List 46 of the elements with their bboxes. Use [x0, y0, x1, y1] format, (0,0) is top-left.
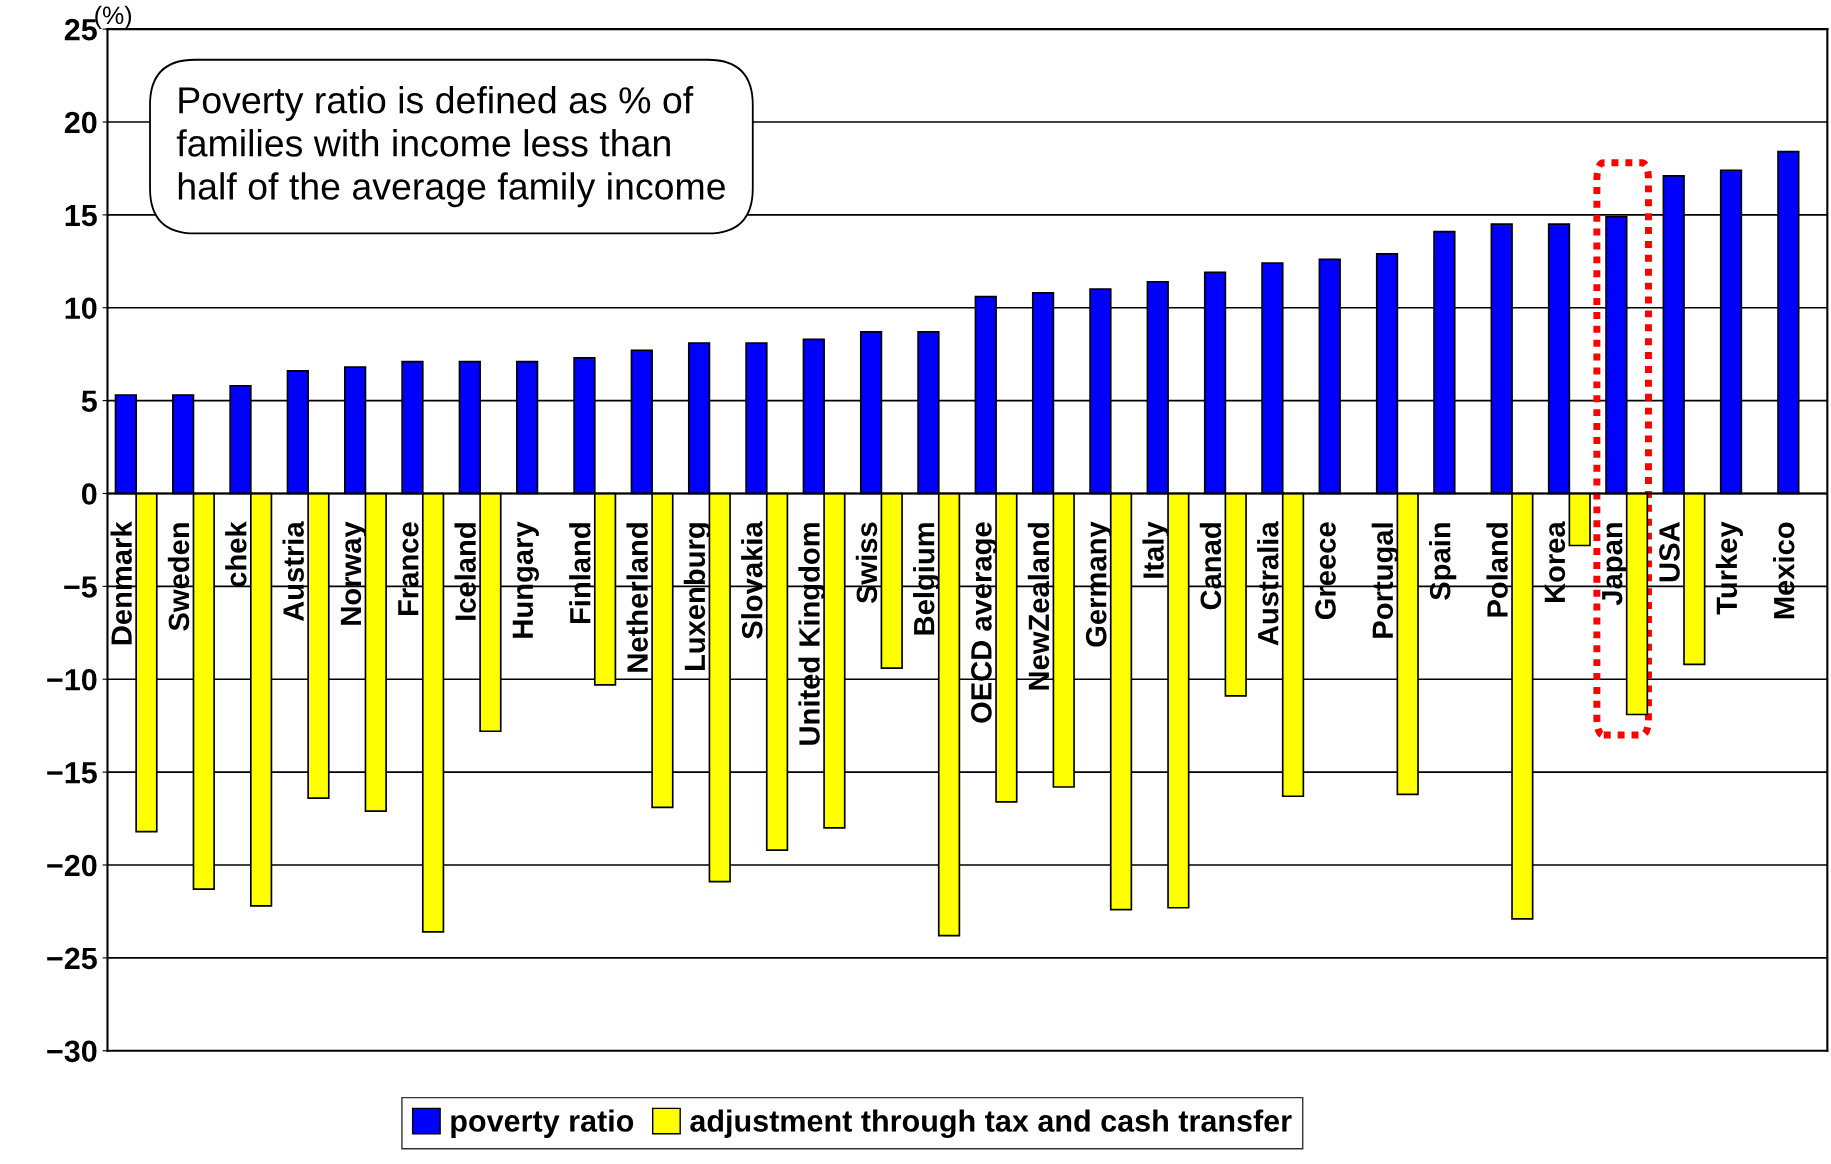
x-tick-label: Luxenburg — [683, 523, 712, 671]
x-tick-label: Netherland — [626, 523, 648, 672]
y-tick-label: −10 — [47, 668, 97, 691]
x-tick-label: NewZealand — [1027, 523, 1050, 690]
y-tick-label: 5 — [81, 390, 97, 412]
x-tick-label: Belgium — [913, 523, 941, 635]
legend-label: adjustment through tax and cash transfer — [690, 1109, 1292, 1139]
x-tick-label: Swiss — [855, 522, 878, 604]
x-tick-label: Portugal — [1371, 523, 1399, 638]
annotation: Poverty ratio is defined as % of families with income less than half of the average family income — [176, 86, 725, 208]
x-tick-label: Spain — [1429, 523, 1457, 600]
x-tick-label: Poland — [1486, 523, 1508, 617]
x-tick-label: Korea — [1544, 521, 1566, 603]
x-tick-label: Slovakia — [741, 521, 763, 639]
x-tick-label: USA — [1659, 522, 1680, 582]
x-tick-label: Norway — [340, 521, 368, 625]
y-tick-label: 10 — [65, 297, 97, 320]
x-tick-label: OECD average — [971, 522, 998, 723]
y-tick-label: 0 — [81, 483, 97, 505]
y-tick-label: −15 — [47, 762, 97, 784]
y-tick-label: −25 — [47, 947, 97, 970]
x-tick-label: Italy — [1142, 521, 1170, 578]
x-tick-label: chek — [225, 521, 247, 587]
x-tick-label: Canad — [1199, 523, 1222, 610]
y-tick-label: 20 — [64, 111, 97, 134]
x-tick-label: Mexico — [1773, 522, 1795, 619]
x-tick-label: France — [398, 522, 419, 616]
y-tick-label: 15 — [65, 204, 97, 227]
x-tick-label: Iceland — [454, 523, 476, 620]
x-tick-label: Hungary — [512, 521, 539, 638]
legend-label: poverty ratio — [451, 1109, 634, 1138]
y-axis-title: (%) — [95, 5, 132, 30]
y-tick-label: −20 — [47, 854, 97, 877]
x-tick-label: Turkey — [1715, 521, 1743, 615]
x-tick-label: Finland — [569, 523, 591, 624]
y-tick-label: −5 — [64, 576, 97, 598]
x-tick-label: Australia — [1257, 521, 1279, 646]
x-tick-label: Greece — [1315, 522, 1336, 620]
x-tick-label: Sweden — [167, 523, 190, 631]
x-tick-label: Austria — [282, 521, 304, 622]
x-tick-label: Denmark — [110, 521, 132, 645]
x-tick-label: United Kingdom — [798, 523, 826, 745]
x-tick-label: Japan — [1602, 523, 1629, 606]
y-tick-label: 25 — [64, 18, 97, 41]
x-tick-label: Germany — [1085, 521, 1113, 647]
y-tick-label: −30 — [47, 1040, 97, 1063]
